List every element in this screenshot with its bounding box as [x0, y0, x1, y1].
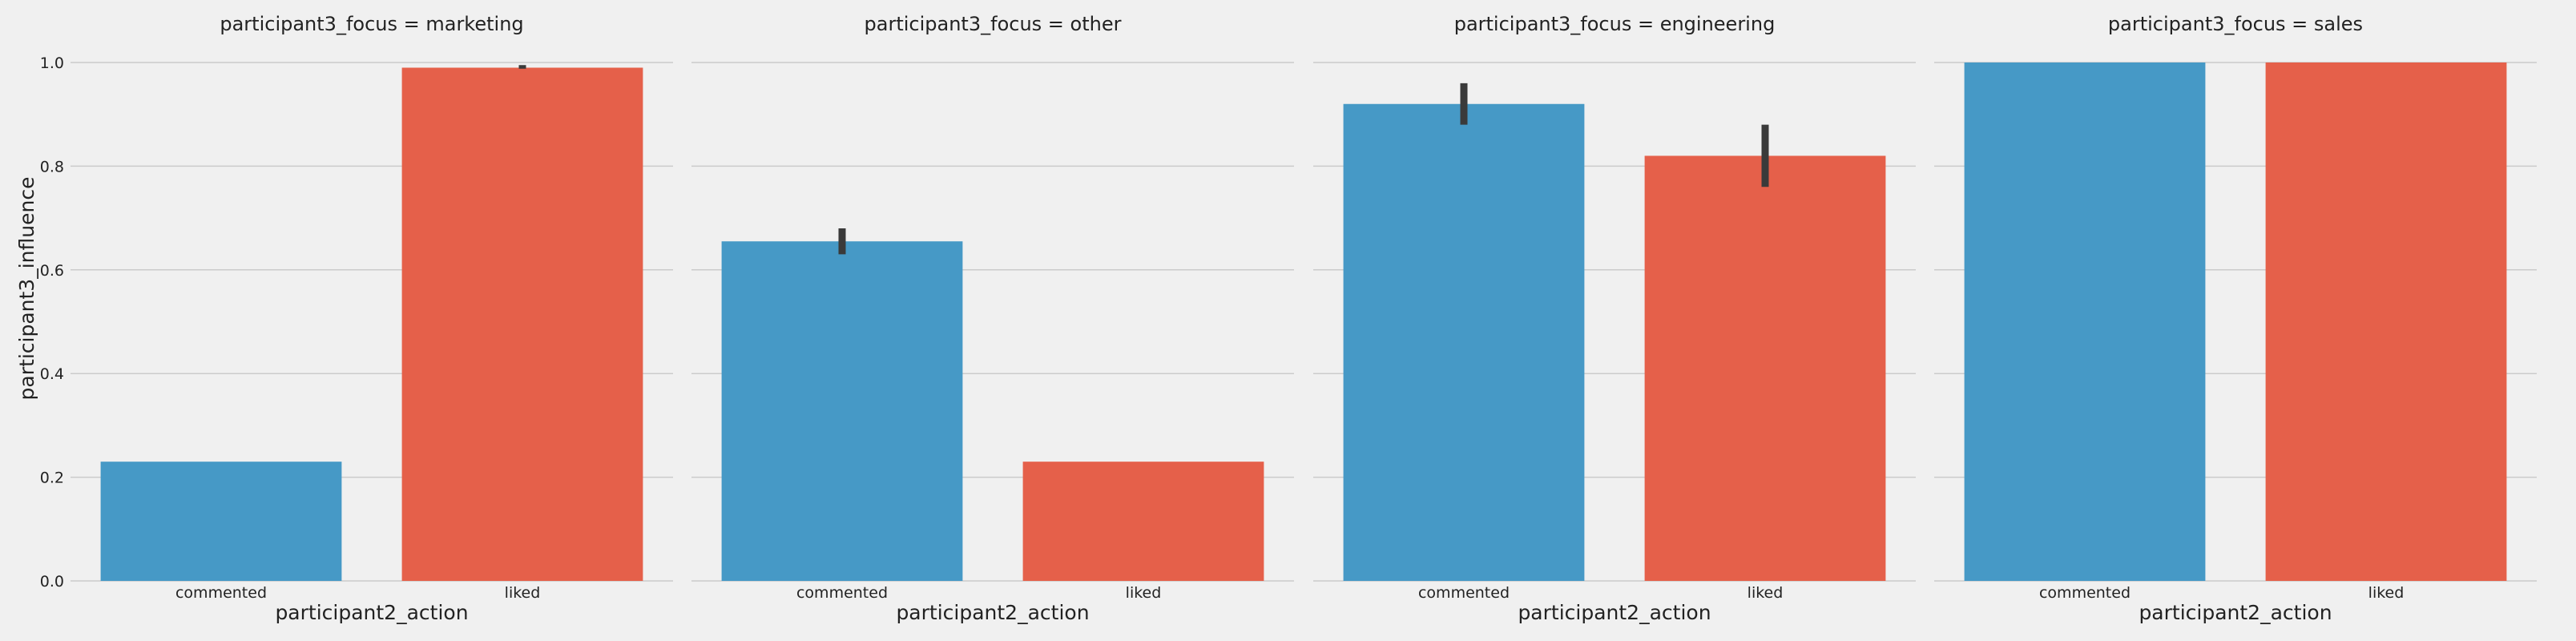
y-tick-label: 0.4	[40, 365, 64, 383]
bar-liked	[2265, 62, 2507, 581]
x-tick-label: liked	[1126, 584, 1162, 602]
panel-title: participant3_focus = marketing	[220, 13, 523, 35]
y-tick-label: 0.8	[40, 158, 64, 175]
bar-liked	[1022, 462, 1264, 581]
x-tick-label: commented	[175, 584, 267, 602]
y-tick-label: 1.0	[40, 54, 64, 72]
x-tick-label: commented	[1418, 584, 1510, 602]
x-tick-label: liked	[1748, 584, 1784, 602]
y-tick-label: 0.6	[40, 262, 64, 280]
bar-commented	[721, 241, 963, 581]
panel-title: participant3_focus = other	[865, 13, 1122, 35]
x-axis-label: participant2_action	[896, 601, 1089, 624]
x-axis-label: participant2_action	[275, 601, 468, 624]
bar-liked	[1644, 155, 1886, 581]
y-axis-label: participant3_influence	[15, 177, 38, 401]
bar-commented	[1964, 62, 2206, 581]
y-tick-label: 0.2	[40, 470, 64, 487]
x-tick-label: liked	[2368, 584, 2405, 602]
bar-commented	[100, 462, 342, 581]
x-tick-label: commented	[2039, 584, 2131, 602]
bar-commented	[1343, 103, 1585, 581]
x-axis-label: participant2_action	[2139, 601, 2332, 624]
y-tick-label: 0.0	[40, 573, 64, 591]
x-tick-label: commented	[796, 584, 888, 602]
x-axis-label: participant2_action	[1518, 601, 1711, 624]
panel-title: participant3_focus = sales	[2108, 13, 2363, 35]
bar-liked	[401, 67, 643, 582]
x-tick-label: liked	[505, 584, 541, 602]
panel-title: participant3_focus = engineering	[1454, 13, 1776, 35]
